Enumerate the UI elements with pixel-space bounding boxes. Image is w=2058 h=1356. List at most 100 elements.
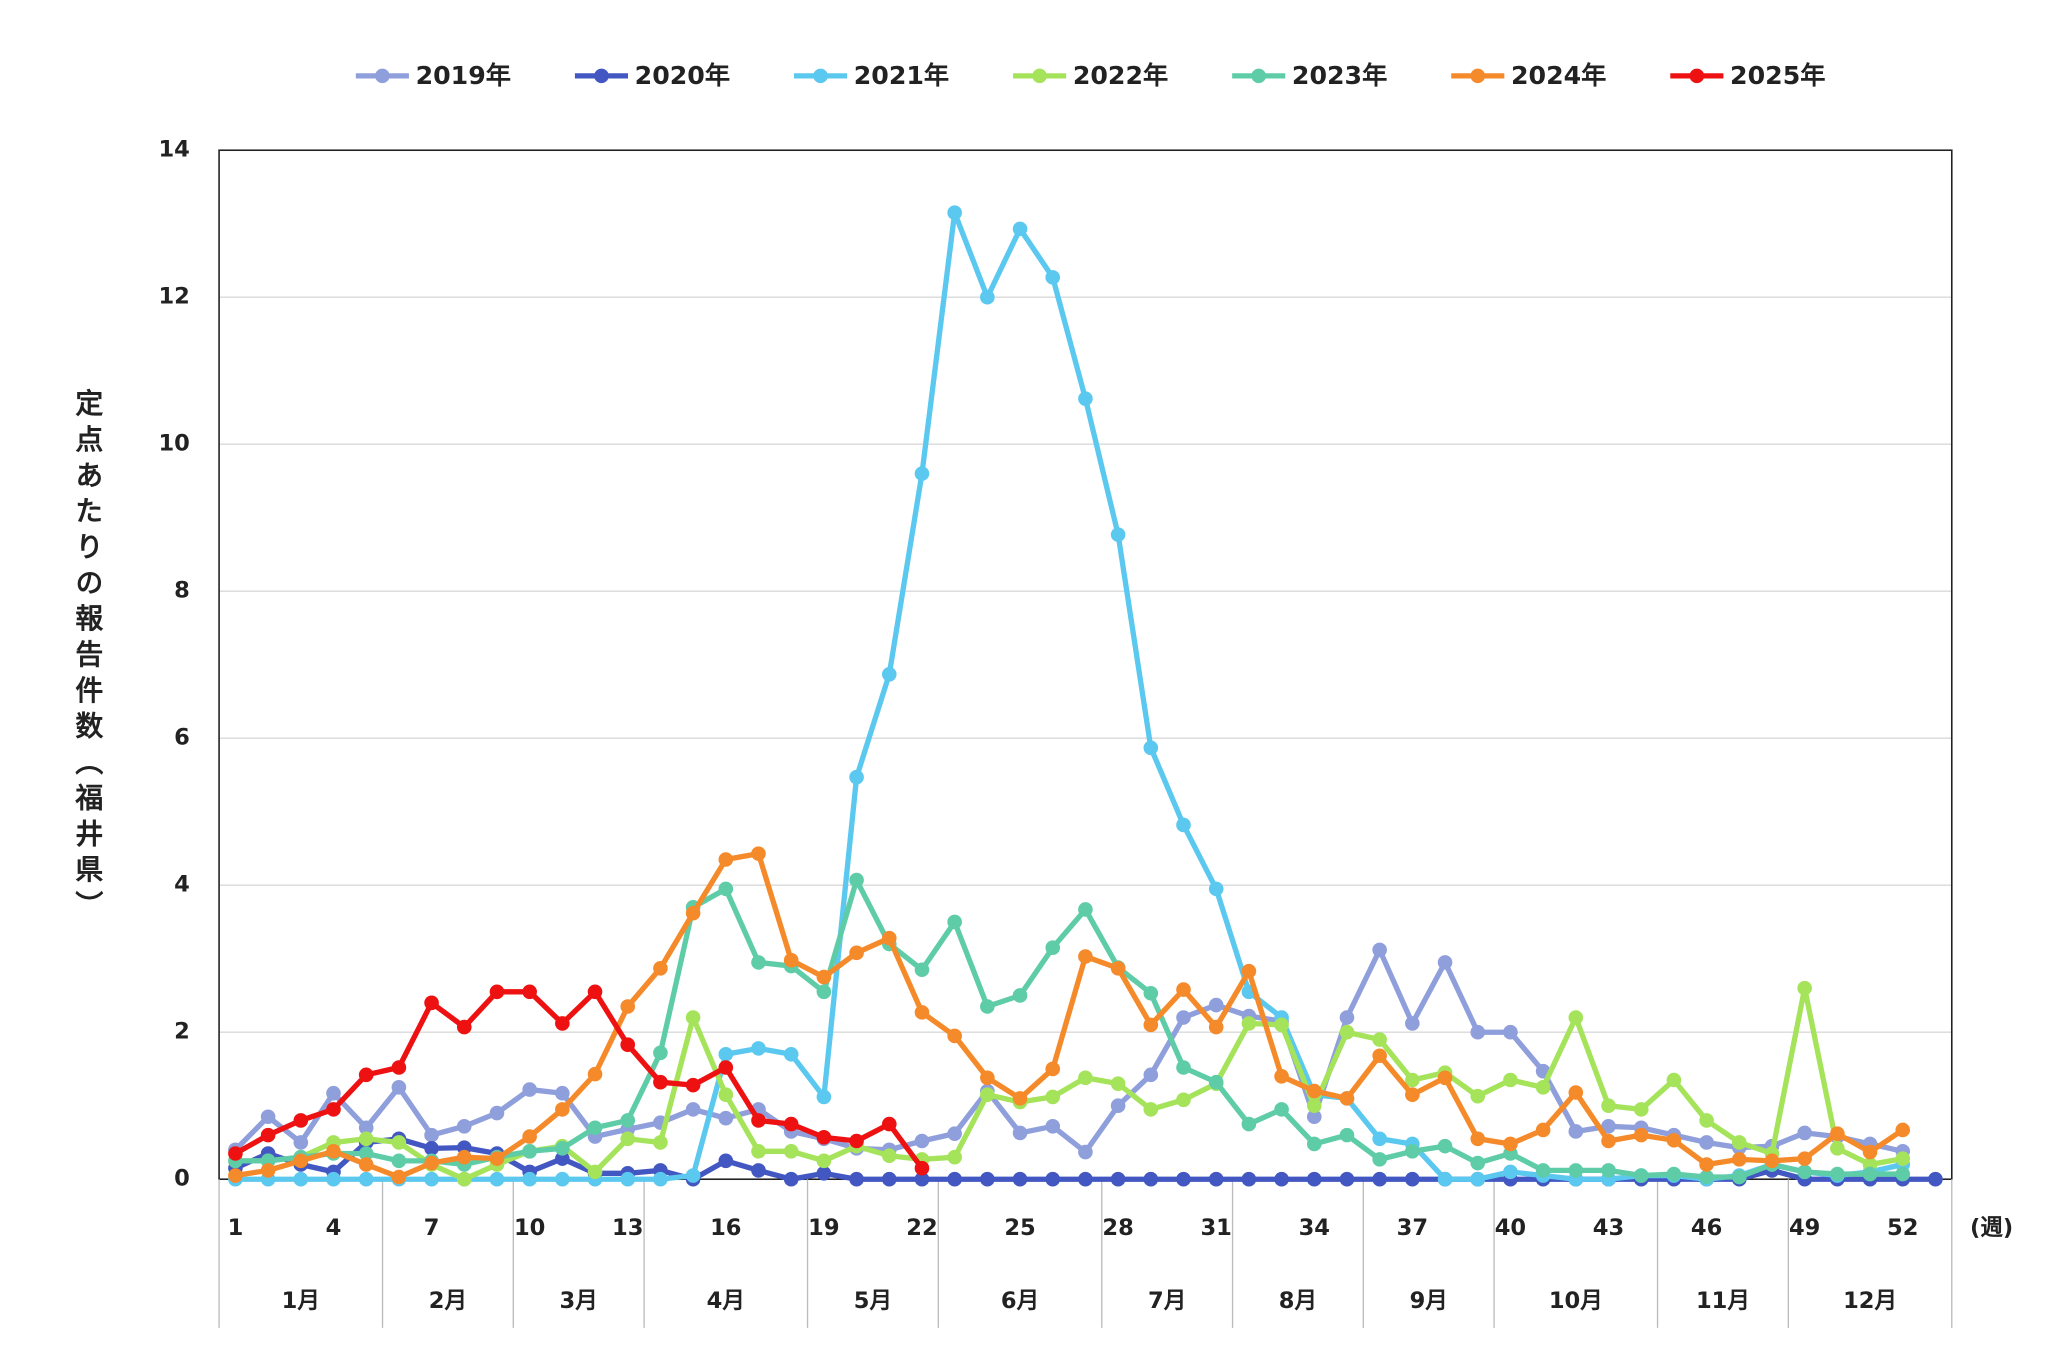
data-point [489, 984, 505, 1000]
series-line [235, 877, 1903, 1180]
x-tick-label: 7 [424, 1215, 440, 1241]
data-point [1633, 1102, 1649, 1117]
data-point [1110, 527, 1126, 542]
data-point [1339, 1091, 1355, 1106]
data-point [1503, 1136, 1518, 1152]
x-unit-label: (週) [1970, 1215, 2013, 1241]
data-point [1176, 1171, 1191, 1187]
x-tick-label: 22 [906, 1215, 937, 1241]
x-tick-label: 10 [514, 1215, 545, 1241]
data-point [1372, 1131, 1387, 1147]
data-point [1306, 1098, 1322, 1114]
y-tick-label: 12 [158, 284, 189, 310]
data-point [424, 1141, 439, 1156]
data-point [1372, 1032, 1387, 1047]
data-point [522, 1171, 537, 1187]
data-point [1176, 817, 1191, 833]
legend-marker [1470, 68, 1486, 84]
data-point [1405, 1016, 1420, 1031]
data-point [653, 1135, 668, 1150]
data-point [1797, 980, 1812, 996]
data-point [914, 1005, 930, 1020]
legend-label: 2020年 [635, 61, 730, 90]
data-point [1045, 1119, 1061, 1134]
data-point [1110, 1098, 1126, 1114]
data-point [881, 930, 897, 946]
data-point [1437, 955, 1453, 970]
data-point [1601, 1119, 1616, 1134]
data-point [293, 1135, 309, 1150]
data-point [751, 846, 766, 861]
data-point [587, 1120, 603, 1136]
data-point [1568, 1010, 1584, 1025]
data-point [1797, 1151, 1812, 1166]
legend-marker [594, 68, 609, 84]
data-point [1208, 1019, 1224, 1035]
data-point [1241, 1171, 1257, 1187]
series-line [234, 989, 925, 1170]
data-point [1372, 1152, 1387, 1167]
data-point [980, 999, 995, 1014]
legend-label: 2025年 [1730, 61, 1825, 90]
data-point [751, 1041, 766, 1056]
data-point [685, 1077, 701, 1093]
legend-label: 2023年 [1292, 61, 1387, 90]
data-point [522, 1129, 537, 1144]
data-point [1666, 1132, 1682, 1148]
data-point [424, 1171, 439, 1187]
data-point [620, 1131, 636, 1147]
data-point [718, 1087, 734, 1103]
data-point [947, 205, 962, 221]
data-point [1601, 1098, 1616, 1114]
data-point [260, 1127, 276, 1143]
data-point [1830, 1141, 1845, 1156]
data-point [718, 1153, 734, 1169]
data-point [914, 1160, 930, 1176]
data-point [1143, 740, 1159, 756]
data-point [1503, 1024, 1518, 1040]
data-point [980, 289, 995, 305]
data-point [1862, 1144, 1878, 1160]
data-point [718, 1046, 734, 1062]
data-point [1731, 1152, 1747, 1167]
month-label: 12月 [1843, 1288, 1897, 1314]
month-label: 4月 [707, 1288, 745, 1314]
data-point [1306, 1171, 1322, 1187]
data-point [228, 1146, 243, 1161]
data-point [1078, 391, 1093, 406]
data-point [1143, 985, 1159, 1001]
legend-marker [1032, 68, 1047, 84]
data-point [1208, 881, 1224, 897]
data-point [1470, 1088, 1486, 1104]
data-point [555, 1141, 570, 1156]
data-point [1339, 1171, 1355, 1187]
x-tick-label: 16 [710, 1215, 741, 1241]
data-point [1895, 1151, 1911, 1166]
legend-marker [375, 68, 390, 84]
data-point [980, 1171, 995, 1187]
data-point [718, 1060, 734, 1075]
legend-marker [1251, 68, 1267, 84]
data-point [620, 1037, 636, 1053]
data-point [228, 1168, 243, 1183]
data-point [685, 905, 701, 921]
data-point [358, 1157, 374, 1172]
data-point [1241, 963, 1257, 979]
series-line [235, 985, 1904, 1182]
x-tick-label: 43 [1593, 1215, 1624, 1241]
x-tick-label: 1 [228, 1215, 244, 1241]
data-point [1306, 1136, 1322, 1152]
y-axis-label: 定点あたりの報告件数（福井県） [71, 387, 104, 926]
month-label: 6月 [1001, 1288, 1039, 1314]
data-point [1241, 1116, 1257, 1132]
data-point [1274, 1069, 1289, 1084]
data-point [783, 1116, 799, 1132]
data-point [783, 1046, 799, 1062]
data-point [1078, 902, 1093, 917]
data-point [489, 1151, 505, 1166]
x-tick-label: 37 [1397, 1215, 1428, 1241]
data-point [1699, 1169, 1714, 1185]
plot-frame [218, 149, 1953, 1181]
y-tick-label: 0 [174, 1166, 190, 1192]
